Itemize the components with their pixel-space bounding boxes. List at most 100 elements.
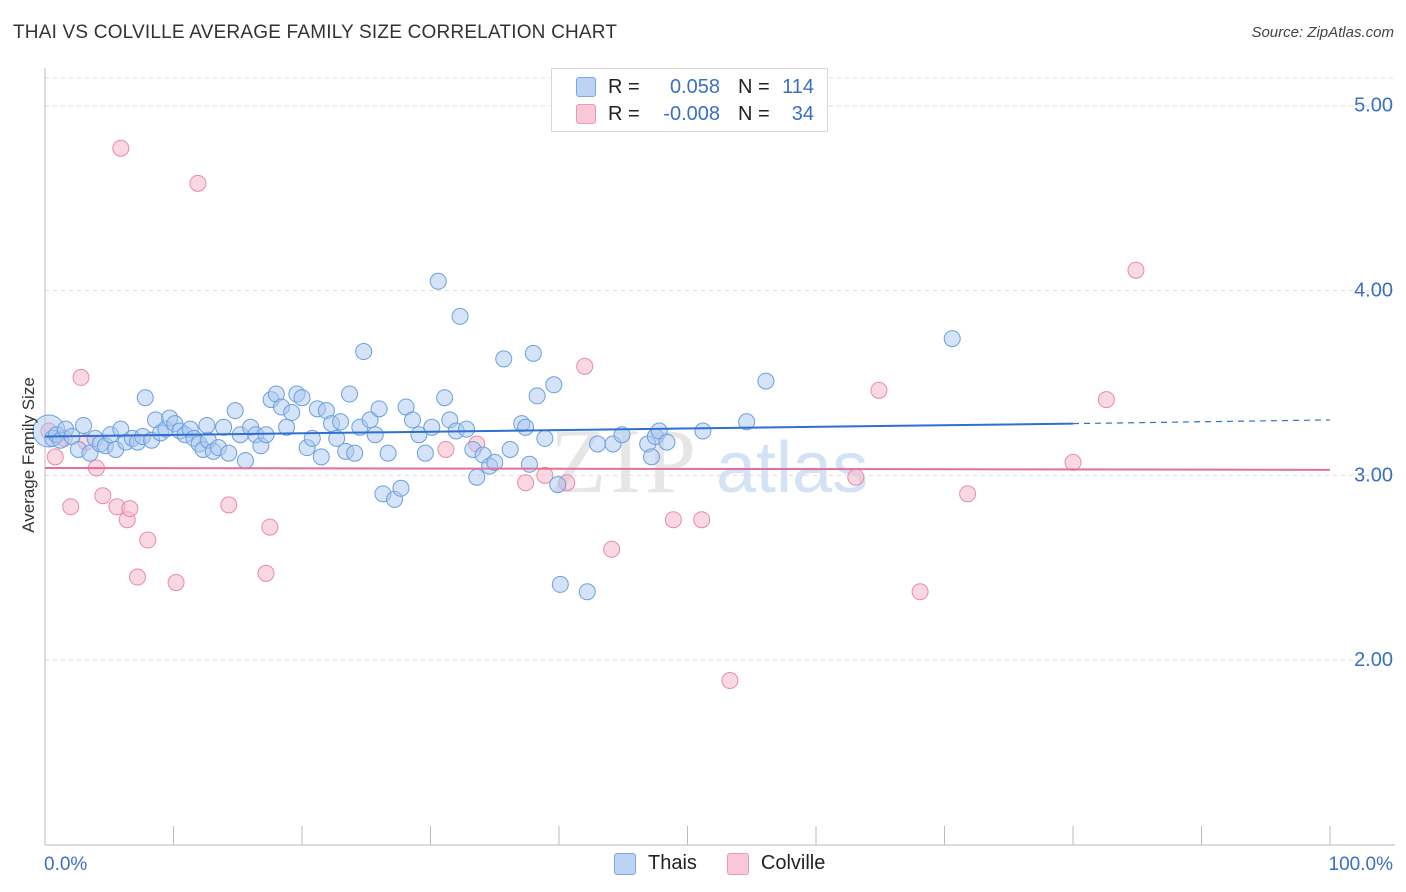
source-credit: Source: ZipAtlas.com xyxy=(1251,24,1394,41)
thais-point xyxy=(293,389,311,407)
thais-legend-label: Thais xyxy=(648,852,697,874)
colville-point xyxy=(847,468,865,486)
thais-point xyxy=(370,400,388,418)
thais-point xyxy=(423,418,441,436)
colville-point xyxy=(576,357,594,375)
colville-point xyxy=(1097,391,1115,409)
thais-point xyxy=(332,413,350,431)
thais-point xyxy=(392,479,410,497)
thais-point xyxy=(75,416,93,434)
colville-point xyxy=(870,381,888,399)
colville-trend-line xyxy=(44,466,1331,471)
thais-point xyxy=(757,372,775,390)
thais-point xyxy=(589,435,607,453)
y-tick-label: 5.00 xyxy=(1354,95,1393,117)
thais-point xyxy=(198,416,216,434)
colville-point xyxy=(693,511,711,529)
thais-point xyxy=(436,389,454,407)
thais-point xyxy=(278,418,296,436)
gridlines xyxy=(45,77,1395,661)
n-label: N = xyxy=(738,75,770,98)
thais-point xyxy=(283,404,301,422)
colville-point xyxy=(189,174,207,192)
thais-point xyxy=(355,343,373,361)
thais-point xyxy=(312,448,330,466)
stats-legend: R = 0.058 N = 114 R = -0.008 N = 34 xyxy=(551,68,828,132)
thais-point xyxy=(694,422,712,440)
watermark-zip: ZIP xyxy=(550,410,700,512)
thais-point xyxy=(658,433,676,451)
colville-point xyxy=(72,368,90,386)
tick-labels: 2.00 3.00 4.00 5.00 0.0% 100.0% xyxy=(44,95,1393,875)
thais-point xyxy=(346,444,364,462)
n-value: 114 xyxy=(782,75,814,98)
thais-point xyxy=(429,272,447,290)
thais-point xyxy=(738,413,756,431)
colville-swatch xyxy=(576,104,596,124)
colville-point xyxy=(261,518,279,536)
colville-point xyxy=(911,583,929,601)
thais-point xyxy=(578,583,596,601)
colville-point xyxy=(257,564,275,582)
thais-trend-line xyxy=(44,422,1074,438)
y-axis-title: Average Family Size xyxy=(19,377,38,533)
thais-point xyxy=(943,330,961,348)
r-label: R = xyxy=(608,75,640,98)
thais-point xyxy=(410,426,428,444)
colville-point xyxy=(536,466,554,484)
thais-point xyxy=(366,426,384,444)
thais-point xyxy=(528,387,546,405)
axes xyxy=(44,68,1395,846)
y-tick-label: 3.00 xyxy=(1354,464,1393,486)
r-value: 0.058 xyxy=(669,75,720,98)
colville-point xyxy=(721,672,739,690)
thais-trend-extension xyxy=(1072,419,1331,425)
trend-lines xyxy=(44,419,1331,471)
thais-point xyxy=(226,402,244,420)
colville-point xyxy=(1064,453,1082,471)
colville-point xyxy=(220,496,238,514)
thais-point xyxy=(486,453,504,471)
colville-point xyxy=(139,531,157,549)
thais-point xyxy=(136,389,154,407)
legend-row-thais: R = 0.058 N = 114 xyxy=(576,76,814,98)
colville-legend-label: Colville xyxy=(760,852,826,874)
thais-point xyxy=(328,429,346,447)
thais-point xyxy=(451,307,469,325)
colville-point xyxy=(62,498,80,516)
thais-point xyxy=(457,420,475,438)
thais-point xyxy=(520,455,538,473)
chart-title: THAI VS COLVILLE AVERAGE FAMILY SIZE COR… xyxy=(13,22,618,43)
thais-point xyxy=(549,476,567,494)
thais-swatch xyxy=(576,77,596,97)
thais-point xyxy=(551,575,569,593)
colville-point xyxy=(121,500,139,518)
legend-item-colville[interactable]: Colville xyxy=(726,852,826,875)
colville-point xyxy=(94,487,112,505)
legend-item-thais[interactable]: Thais xyxy=(614,852,697,875)
legend-row-colville: R = -0.008 N = 34 xyxy=(576,103,814,125)
thais-point xyxy=(524,344,542,362)
thais-point xyxy=(220,444,238,462)
series-legend: Thais Colville xyxy=(614,852,855,875)
thais-point xyxy=(536,429,554,447)
colville-point xyxy=(959,485,977,503)
colville-point xyxy=(664,511,682,529)
thais-legend-swatch xyxy=(614,852,636,875)
x-tick-label: 100.0% xyxy=(1329,854,1394,875)
thais-point xyxy=(416,444,434,462)
thais-point xyxy=(545,376,563,394)
thais-point xyxy=(468,468,486,486)
colville-point xyxy=(603,540,621,558)
thais-point xyxy=(361,411,379,429)
n-value: 34 xyxy=(791,102,814,125)
y-tick-label: 4.00 xyxy=(1354,280,1393,302)
thais-point xyxy=(236,452,254,470)
colville-point xyxy=(437,440,455,458)
x-tick-label: 0.0% xyxy=(44,854,87,875)
colville-point xyxy=(46,448,64,466)
thais-point xyxy=(517,418,535,436)
thais-point xyxy=(341,385,359,403)
r-value: -0.008 xyxy=(663,102,720,125)
